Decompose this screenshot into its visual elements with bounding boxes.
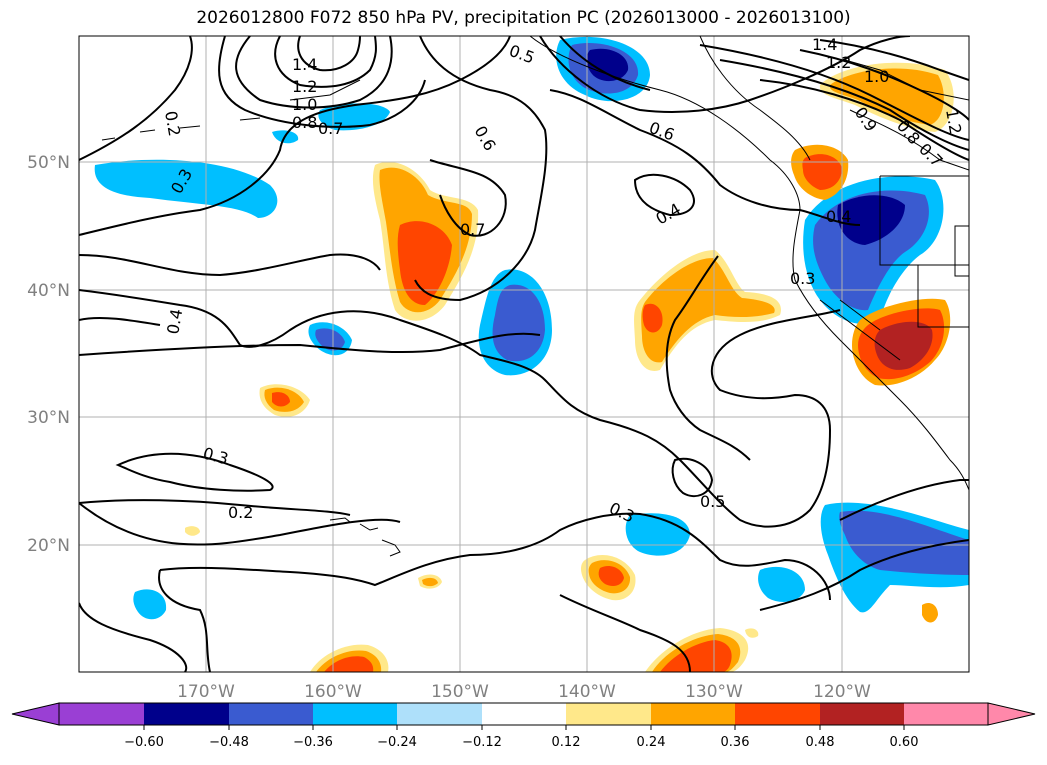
colorbar-tick-label: 0.60: [890, 735, 919, 750]
longitude-labels: 170°W 160°W 150°W 140°W 130°W 120°W: [177, 682, 871, 702]
lon-label: 120°W: [813, 682, 871, 702]
pos-blob: [829, 68, 944, 125]
pos-blob: [185, 526, 200, 536]
pos-blob: [397, 221, 452, 305]
contour-label: 0.7: [460, 220, 485, 239]
colorbar-tick-label: 0.48: [806, 735, 835, 750]
positive-precip-areas: [185, 62, 954, 672]
lat-label: 20°N: [27, 536, 70, 556]
map-area: 1.4 1.2 1.0 0.8 0.7 0.2 0.3 0.4 0.5 0.6 …: [79, 35, 969, 672]
colorbar-segment: [144, 703, 229, 725]
colorbar-segment: [735, 703, 820, 725]
pos-blob: [874, 321, 933, 370]
pos-blob: [641, 258, 775, 363]
lat-label: 40°N: [27, 281, 70, 301]
colorbar-tick-label: 0.36: [721, 735, 750, 750]
colorbar-tick-label: −0.60: [124, 735, 164, 750]
lat-label: 30°N: [27, 408, 70, 428]
contour-label: 0.8: [292, 113, 317, 132]
colorbar-segment: [566, 703, 651, 725]
contour-label: 1.2: [826, 53, 851, 72]
lon-label: 160°W: [304, 682, 362, 702]
colorbar-tick-label: −0.48: [209, 735, 249, 750]
graticule: [79, 36, 969, 672]
colorbar-segment: [229, 703, 313, 725]
colorbar-extend-max: [987, 702, 1036, 726]
colorbar-segment: [313, 703, 397, 725]
colorbar-tick-label: 0.24: [637, 735, 666, 750]
contour-label: 0.3: [790, 269, 815, 288]
neg-blob: [133, 589, 167, 620]
colorbar: −0.60 −0.48 −0.36 −0.24 −0.12 0.12 0.24 …: [11, 702, 1036, 750]
contour-label: 0.4: [826, 207, 851, 226]
lat-label: 50°N: [27, 153, 70, 173]
contour-label: 1.2: [942, 107, 965, 135]
pos-blob: [422, 577, 438, 587]
pos-blob: [598, 566, 624, 586]
map-title: 2026012800 F072 850 hPa PV, precipitatio…: [196, 8, 851, 28]
colorbar-tick-label: 0.12: [552, 735, 581, 750]
latitude-labels: 50°N 40°N 30°N 20°N: [27, 153, 70, 556]
lon-label: 140°W: [558, 682, 616, 702]
pos-blob: [642, 303, 663, 333]
lon-label: 170°W: [177, 682, 235, 702]
contour-label: 1.2: [292, 77, 317, 96]
contour-label: 0.7: [318, 119, 343, 138]
pos-blob: [272, 392, 290, 407]
coastlines: [101, 36, 969, 557]
colorbar-segment: [482, 703, 566, 725]
contour-label: 1.4: [292, 55, 317, 74]
lon-label: 150°W: [431, 682, 489, 702]
colorbar-tick-label: −0.24: [377, 735, 417, 750]
pos-blob: [324, 656, 374, 672]
contour-label: 0.2: [161, 109, 184, 137]
colorbar-extend-min: [11, 702, 60, 726]
colorbar-segment: [820, 703, 904, 725]
contour-label: 0.4: [163, 307, 186, 335]
contour-label: 1.0: [292, 95, 317, 114]
contour-label: 1.0: [864, 67, 889, 86]
contour-label: 0.5: [700, 492, 725, 511]
contour-label: 0.2: [228, 503, 253, 522]
contour-label: 1.4: [812, 35, 837, 54]
colorbar-tick-label: −0.36: [293, 735, 333, 750]
neg-blob: [837, 195, 905, 245]
colorbar-segment: [904, 703, 988, 725]
pos-blob: [745, 628, 759, 638]
colorbar-segment: [651, 703, 735, 725]
pos-blob: [922, 603, 938, 623]
neg-blob: [315, 328, 345, 351]
colorbar-segment: [397, 703, 482, 725]
neg-blob: [586, 48, 629, 82]
pv-contours: [79, 36, 969, 672]
neg-blob: [758, 566, 805, 602]
pos-blob: [802, 154, 842, 190]
neg-blob: [94, 159, 278, 218]
map-frame: [78, 35, 970, 673]
colorbar-tick-label: −0.12: [462, 735, 502, 750]
lon-label: 130°W: [685, 682, 743, 702]
colorbar-segment: [59, 703, 144, 725]
neg-blob: [492, 284, 545, 362]
neg-blob: [839, 510, 969, 575]
